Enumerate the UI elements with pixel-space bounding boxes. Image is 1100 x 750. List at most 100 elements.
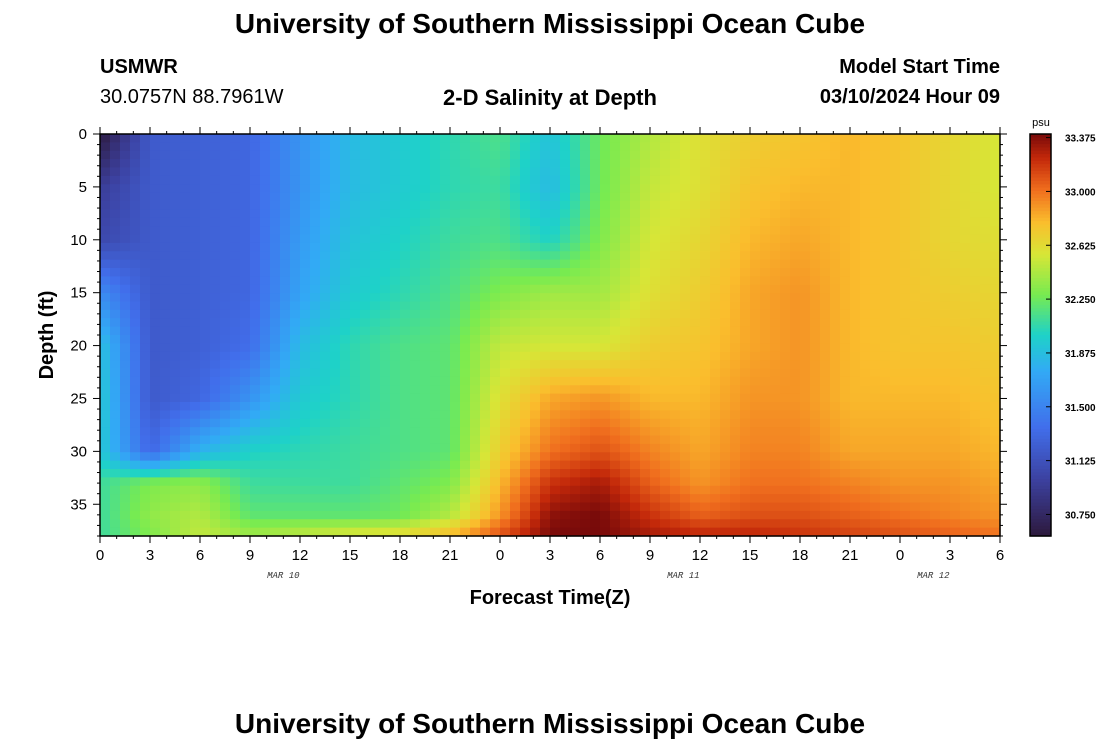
heatmap-cell <box>590 276 601 286</box>
heatmap-cell <box>360 134 371 143</box>
heatmap-cell <box>600 268 611 277</box>
heatmap-cell <box>120 201 131 210</box>
heatmap-cell <box>230 242 241 252</box>
heatmap-cell <box>260 393 271 403</box>
heatmap-cell <box>180 318 191 328</box>
colorbar-segment <box>1030 207 1051 212</box>
heatmap-cell <box>950 376 961 386</box>
colorbar-segment <box>1030 422 1051 427</box>
heatmap-cell <box>500 494 511 504</box>
heatmap-cell <box>400 402 411 411</box>
heatmap-cell <box>910 259 921 269</box>
heatmap-cell <box>340 469 351 478</box>
heatmap-cell <box>930 217 941 227</box>
heatmap-cell <box>730 368 741 378</box>
heatmap-cell <box>270 393 281 403</box>
heatmap-cell <box>850 184 861 194</box>
heatmap-cell <box>260 134 271 143</box>
heatmap-cell <box>310 309 321 319</box>
heatmap-cell <box>660 201 671 210</box>
heatmap-cell <box>710 477 721 487</box>
heatmap-cell <box>140 309 151 319</box>
heatmap-cell <box>830 360 841 370</box>
heatmap-cell <box>950 469 961 478</box>
heatmap-cell <box>240 301 251 311</box>
heatmap-cell <box>790 443 801 453</box>
heatmap-cell <box>930 276 941 286</box>
heatmap-cell <box>360 460 371 470</box>
heatmap-cell <box>330 234 341 244</box>
heatmap-cell <box>870 469 881 478</box>
heatmap-cell <box>710 184 721 194</box>
heatmap-cell <box>330 276 341 286</box>
heatmap-cell <box>710 510 721 520</box>
heatmap-cell <box>540 402 551 411</box>
heatmap-cell <box>250 343 261 353</box>
heatmap-cell <box>790 527 801 537</box>
heatmap-cell <box>450 452 461 462</box>
heatmap-cell <box>930 485 941 495</box>
heatmap-cell <box>560 226 571 236</box>
heatmap-cell <box>170 510 181 520</box>
heatmap-cell <box>490 452 501 462</box>
heatmap-cell <box>260 402 271 411</box>
heatmap-cell <box>660 343 671 353</box>
heatmap-cell <box>170 134 181 143</box>
heatmap-cell <box>510 309 521 319</box>
heatmap-cell <box>150 418 161 428</box>
heatmap-cell <box>360 527 371 537</box>
heatmap-cell <box>390 268 401 277</box>
heatmap-cell <box>570 201 581 210</box>
heatmap-cell <box>510 368 521 378</box>
heatmap-cell <box>470 494 481 504</box>
heatmap-cell <box>140 385 151 395</box>
heatmap-cell <box>930 360 941 370</box>
heatmap-cell <box>440 192 451 202</box>
heatmap-cell <box>210 469 221 478</box>
heatmap-cell <box>450 175 461 185</box>
heatmap-cell <box>250 385 261 395</box>
heatmap-cell <box>800 234 811 244</box>
heatmap-cell <box>440 209 451 219</box>
heatmap-cell <box>760 217 771 227</box>
heatmap-cell <box>300 376 311 386</box>
heatmap-cell <box>610 167 621 177</box>
heatmap-cell <box>880 385 891 395</box>
heatmap-cell <box>210 485 221 495</box>
heatmap-cell <box>630 175 641 185</box>
heatmap-cell <box>220 527 231 537</box>
heatmap-cell <box>780 251 791 261</box>
heatmap-cell <box>260 418 271 428</box>
heatmap-cell <box>160 276 171 286</box>
heatmap-cell <box>630 435 641 445</box>
heatmap-cell <box>220 209 231 219</box>
heatmap-cell <box>960 318 971 328</box>
heatmap-cell <box>590 234 601 244</box>
heatmap-cell <box>760 326 771 336</box>
heatmap-cell <box>890 284 901 294</box>
heatmap-cell <box>270 209 281 219</box>
heatmap-cell <box>830 318 841 328</box>
heatmap-cell <box>760 494 771 504</box>
heatmap-cell <box>150 502 161 512</box>
heatmap-cell <box>370 150 381 160</box>
heatmap-cell <box>810 167 821 177</box>
heatmap-cell <box>400 217 411 227</box>
heatmap-cell <box>270 510 281 520</box>
heatmap-cell <box>610 360 621 370</box>
heatmap-cell <box>890 142 901 152</box>
heatmap-cell <box>730 335 741 344</box>
heatmap-cell <box>130 159 141 169</box>
heatmap-cell <box>250 410 261 420</box>
heatmap-cell <box>370 410 381 420</box>
heatmap-cell <box>400 309 411 319</box>
heatmap-cell <box>950 435 961 445</box>
heatmap-cell <box>370 351 381 361</box>
heatmap-cell <box>530 175 541 185</box>
heatmap-cell <box>110 134 121 143</box>
heatmap-cell <box>110 251 121 261</box>
heatmap-cell <box>490 242 501 252</box>
heatmap-cell <box>200 452 211 462</box>
heatmap-cell <box>110 293 121 303</box>
heatmap-cell <box>830 175 841 185</box>
